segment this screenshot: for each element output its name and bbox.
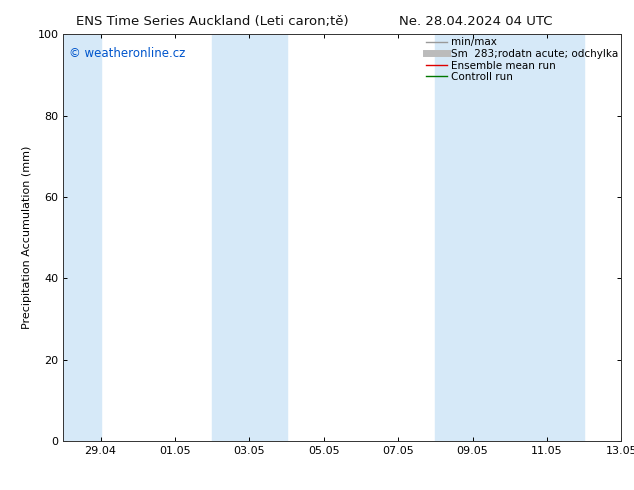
- Bar: [436, 34, 584, 441]
- Legend: min/max, Sm  283;rodatn acute; odchylka, Ensemble mean run, Controll run: min/max, Sm 283;rodatn acute; odchylka, …: [426, 37, 618, 82]
- Y-axis label: Precipitation Accumulation (mm): Precipitation Accumulation (mm): [22, 146, 32, 329]
- Text: ENS Time Series Auckland (Leti caron;tě): ENS Time Series Auckland (Leti caron;tě): [76, 15, 349, 28]
- Bar: [212, 34, 287, 441]
- Text: Ne. 28.04.2024 04 UTC: Ne. 28.04.2024 04 UTC: [399, 15, 553, 28]
- Text: © weatheronline.cz: © weatheronline.cz: [69, 47, 185, 59]
- Bar: [63, 34, 101, 441]
